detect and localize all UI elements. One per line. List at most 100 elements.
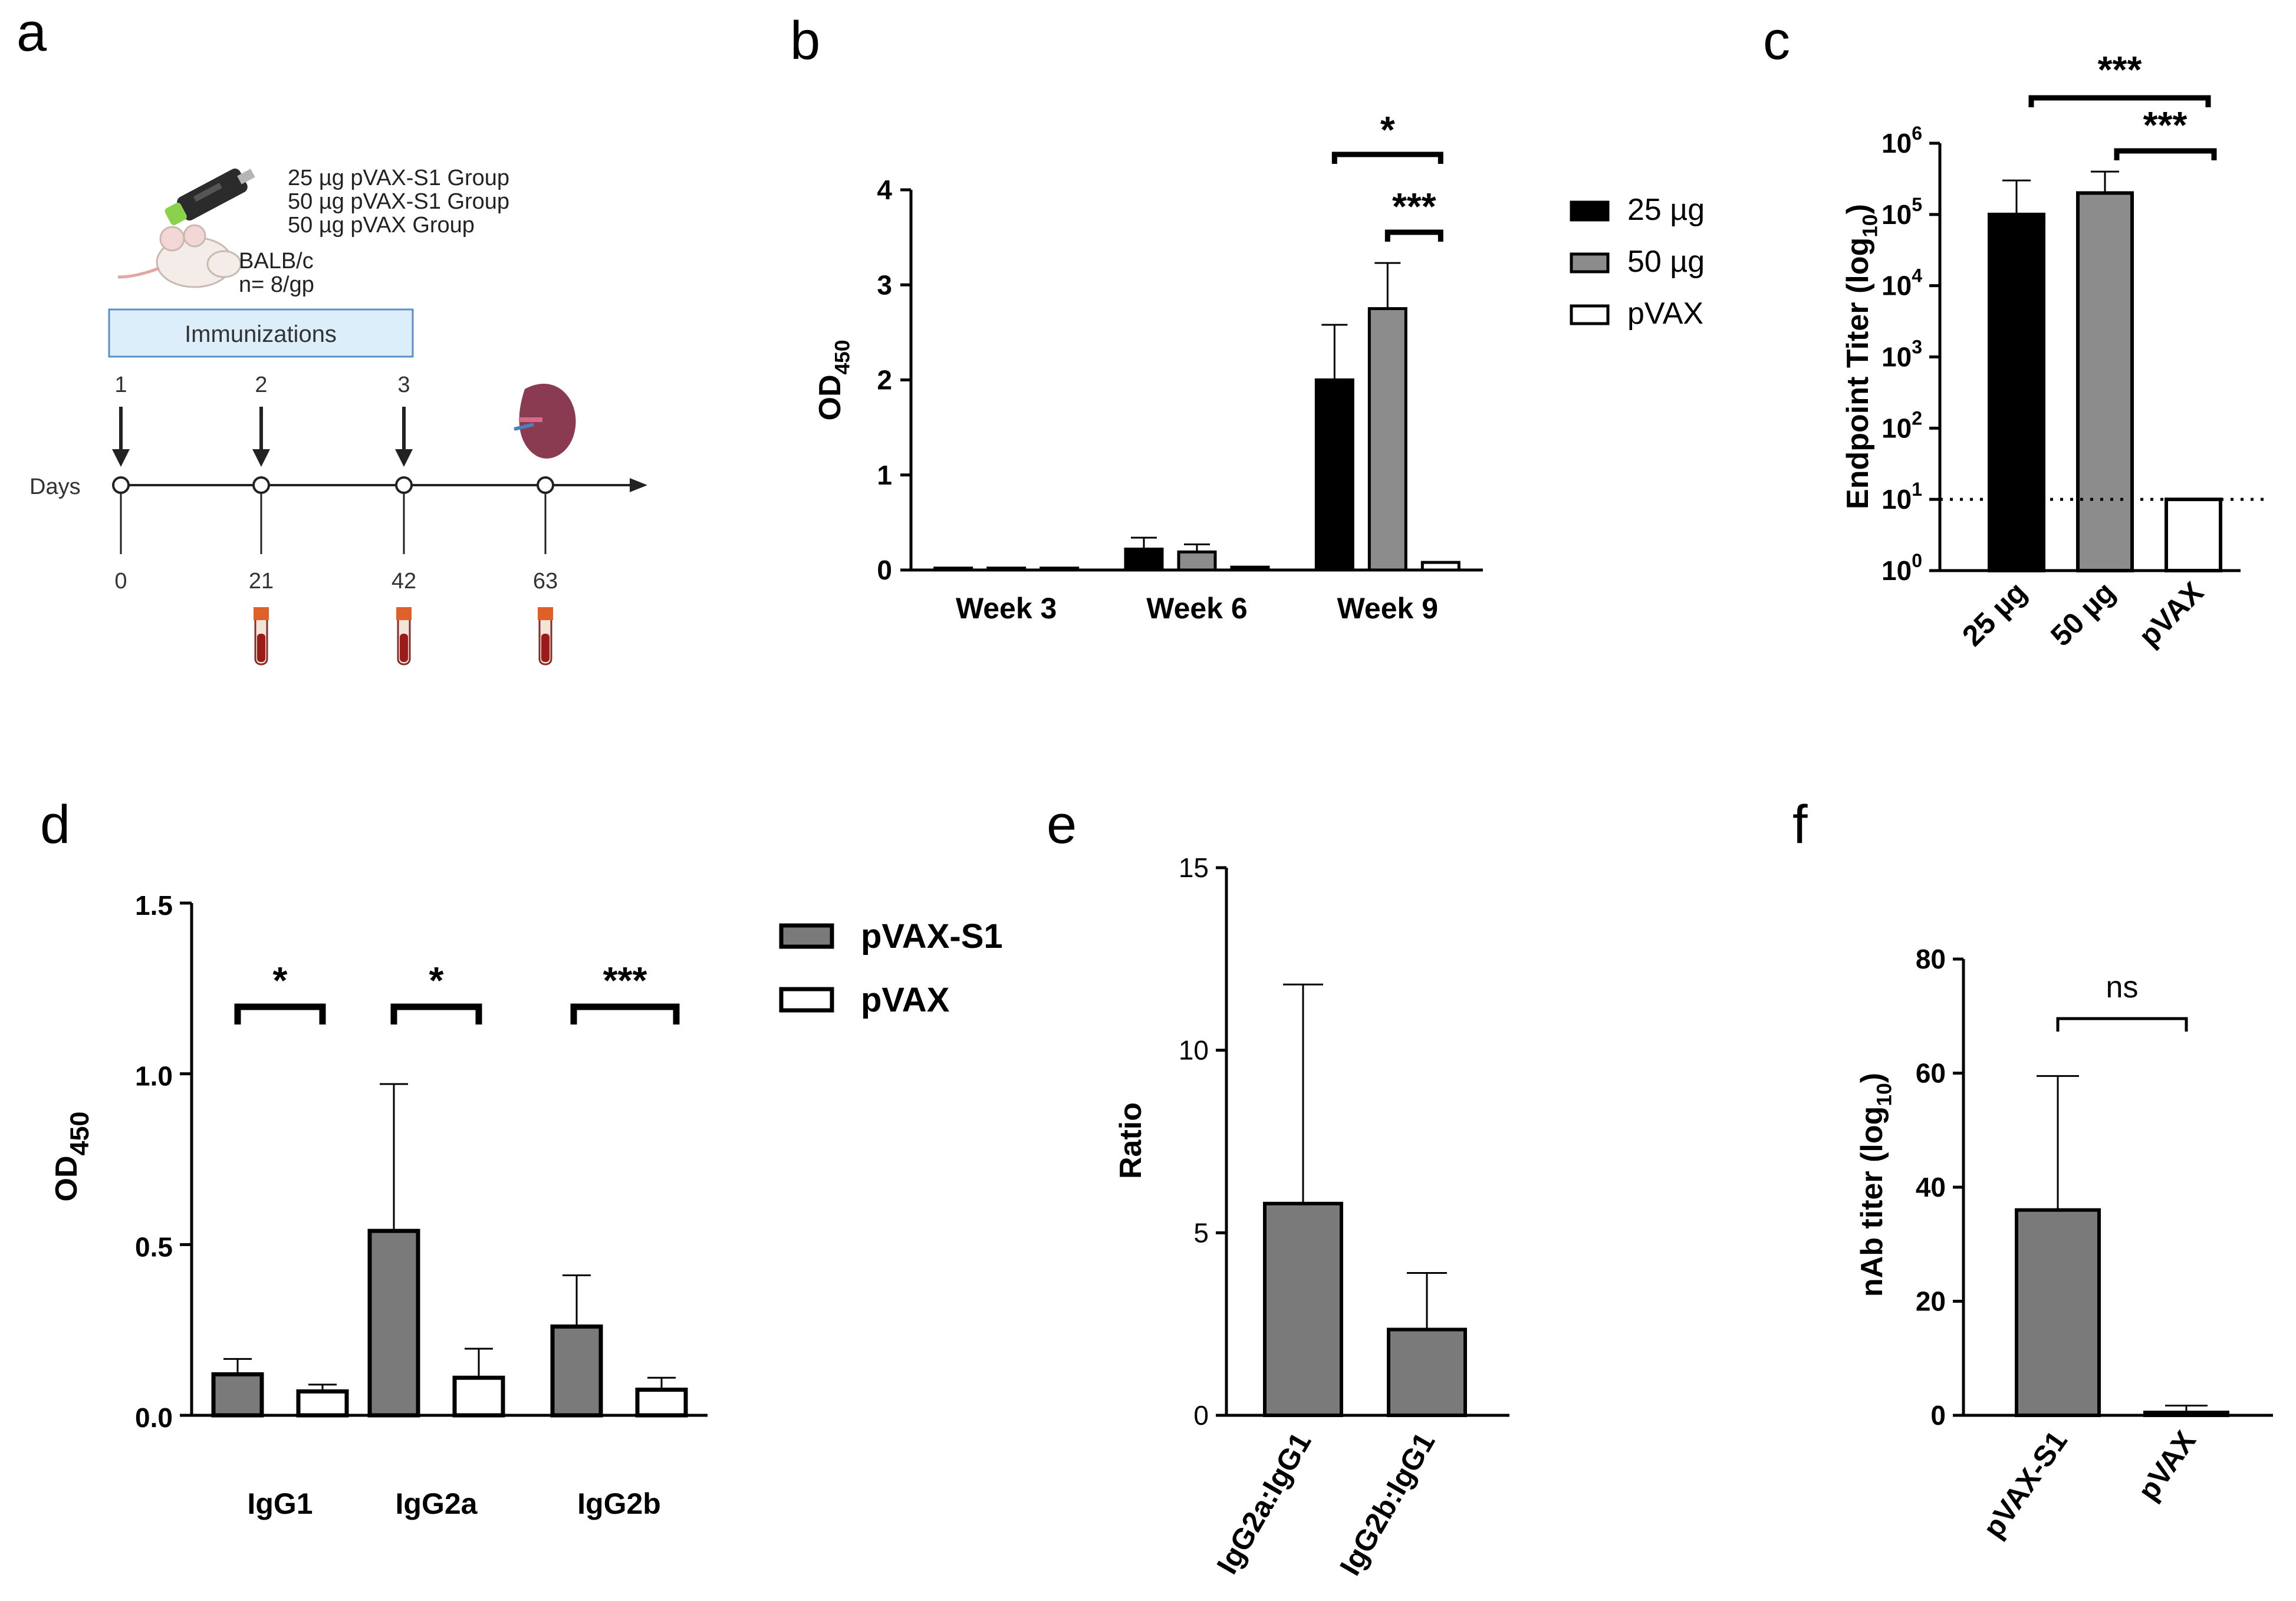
x-category-label: Week 9 <box>1337 592 1438 625</box>
y-axis-label: Ratio <box>1114 1102 1148 1179</box>
group-label-1: 25 µg pVAX-S1 Group <box>288 166 509 190</box>
legend-swatch <box>1570 200 1610 222</box>
significance-bracket <box>2056 1017 2188 1032</box>
panel-label-f: f <box>1792 795 1808 855</box>
x-category-label: IgG2b <box>577 1487 661 1520</box>
y-tick-label: 20 <box>1916 1286 1946 1317</box>
chart-c-endpoint-titer: 100 101 102 103 104 105 106 Endpoint Titer (log… <box>1841 48 2267 653</box>
legend-swatch <box>1570 252 1610 274</box>
group-label-3: 50 µg pVAX Group <box>288 213 475 238</box>
legend-swatch <box>779 923 834 949</box>
dose-number-2: 2 <box>255 373 267 397</box>
significance-label: *** <box>1392 185 1436 228</box>
legend-label: pVAX-S1 <box>861 917 1003 956</box>
x-category-label: pVAX-S1 <box>1976 1425 2074 1544</box>
panel-label-a: a <box>17 2 47 62</box>
bar <box>1367 307 1407 572</box>
y-tick-label: 10 <box>1179 1035 1209 1066</box>
timeline-days-label: Days <box>29 475 81 499</box>
dose-arrow-2 <box>252 407 270 467</box>
y-tick-label: 3 <box>877 269 892 300</box>
x-category-label: pVAX <box>2131 1425 2202 1506</box>
y-tick-label: 5 <box>1193 1217 1209 1248</box>
timepoint-63 <box>537 476 554 554</box>
bar <box>933 566 973 572</box>
dose-number-3: 3 <box>397 373 410 397</box>
legend-label: pVAX <box>861 981 950 1019</box>
bar <box>367 1228 420 1418</box>
significance-bracket <box>390 1003 482 1024</box>
bar <box>1263 1201 1343 1417</box>
x-category-label: IgG2a <box>396 1487 478 1520</box>
syringe-icon <box>165 168 255 225</box>
legend-swatch <box>1570 304 1610 325</box>
timepoint-42 <box>395 476 413 554</box>
bar <box>211 1372 264 1418</box>
x-category-label: 50 µg <box>2044 575 2121 653</box>
dose-number-1: 1 <box>114 373 127 397</box>
y-axis-label: Endpoint Titer (log10) <box>1841 204 1882 509</box>
significance-bracket <box>570 1003 680 1024</box>
spleen-icon <box>514 383 576 459</box>
panel-label-e: e <box>1047 795 1077 855</box>
y-tick-label: 105 <box>1881 194 1922 230</box>
y-tick-label: 0 <box>877 555 892 585</box>
y-tick-label: 104 <box>1881 265 1922 301</box>
timepoint-21 <box>252 476 270 554</box>
bar <box>986 566 1027 572</box>
significance-label: *** <box>2143 104 2188 146</box>
bar <box>635 1388 688 1418</box>
x-category-label: Week 6 <box>1146 592 1247 625</box>
legend-swatch <box>779 987 834 1013</box>
significance-label: * <box>273 959 288 1002</box>
dose-arrow-1 <box>112 407 130 467</box>
bar <box>1988 212 2045 573</box>
y-tick-label: 2 <box>877 365 892 396</box>
y-tick-label: 40 <box>1916 1172 1946 1203</box>
bar <box>1387 1327 1467 1418</box>
mouse-strain-label: BALB/c <box>239 249 314 274</box>
significance-label: *** <box>2098 48 2142 91</box>
x-category-label: Week 3 <box>956 592 1057 625</box>
day-label-63: 63 <box>533 569 558 594</box>
chart-e-ratio: 0 5 10 15 Ratio IgG2a:IgG1 IgG2b:IgG1 <box>1114 852 1509 1581</box>
y-axis-label: OD450 <box>813 340 854 421</box>
bar <box>452 1375 505 1418</box>
blood-tube-icon <box>254 607 269 666</box>
group-label-2: 50 µg pVAX-S1 Group <box>288 189 509 214</box>
y-tick-label: 103 <box>1881 337 1922 373</box>
significance-label: * <box>429 959 444 1002</box>
y-tick-label: 106 <box>1881 123 1922 159</box>
chart-d-igg-subclass: 0.0 0.5 1.0 1.5 OD450 IgG1 * IgG2a * IgG2b *** pVAX… <box>50 890 1003 1520</box>
y-tick-label: 60 <box>1916 1058 1946 1089</box>
y-tick-label: 80 <box>1916 944 1946 974</box>
x-category-label: IgG2b:IgG1 <box>1333 1427 1441 1581</box>
y-tick-label: 1.5 <box>135 890 173 921</box>
blood-tube-icon <box>538 607 553 666</box>
y-tick-label: 0.0 <box>135 1402 173 1433</box>
dose-arrow-3 <box>395 407 413 467</box>
bar <box>2143 1411 2229 1418</box>
timeline-arrowhead <box>630 478 647 492</box>
immunizations-box <box>108 308 414 358</box>
x-category-label: IgG2a:IgG1 <box>1211 1427 1318 1580</box>
x-category-label: pVAX <box>2133 575 2210 653</box>
significance-bracket <box>1331 151 1443 164</box>
y-axis-label: nAb titer (log10) <box>1855 1073 1896 1297</box>
y-tick-label: 4 <box>877 174 892 205</box>
significance-bracket <box>2028 95 2211 107</box>
significance-bracket <box>1384 229 1443 242</box>
legend-label: pVAX <box>1627 297 1703 331</box>
day-label-21: 21 <box>249 569 274 594</box>
y-tick-label: 0 <box>1930 1400 1946 1431</box>
y-tick-label: 0.5 <box>135 1231 173 1262</box>
significance-bracket <box>2114 148 2217 160</box>
bar <box>1040 566 1080 572</box>
group-size-label: n= 8/gp <box>239 272 314 297</box>
significance-bracket <box>234 1003 326 1024</box>
y-tick-label: 1.0 <box>135 1061 173 1092</box>
chart-f-nab-titer: 0 20 40 60 80 nAb titer (log10) pVAX-S1 pVAX ns <box>1855 944 2273 1544</box>
bar <box>2076 191 2134 572</box>
y-axis-label: OD450 <box>50 1112 94 1202</box>
